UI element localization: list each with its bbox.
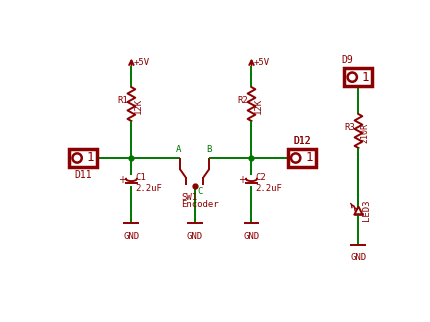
- Text: 12K: 12K: [133, 98, 142, 114]
- Text: GND: GND: [350, 253, 366, 262]
- Text: 1: 1: [361, 71, 369, 84]
- Text: D9: D9: [341, 55, 352, 65]
- Text: B: B: [206, 145, 211, 154]
- Bar: [287, 149, 315, 167]
- Text: 1: 1: [304, 151, 312, 165]
- Text: A: A: [175, 145, 181, 154]
- Text: D12: D12: [292, 136, 310, 146]
- Text: +5V: +5V: [133, 58, 150, 67]
- Text: GND: GND: [123, 232, 139, 241]
- Text: +: +: [238, 175, 246, 185]
- Text: C1: C1: [135, 173, 146, 182]
- Bar: [344, 68, 372, 86]
- Text: R3: R3: [344, 123, 354, 132]
- Text: GND: GND: [243, 232, 259, 241]
- Text: SW1: SW1: [181, 193, 197, 202]
- Text: C2: C2: [255, 173, 265, 182]
- Text: C: C: [197, 187, 202, 196]
- Text: R1: R1: [117, 96, 128, 105]
- Text: 12K: 12K: [253, 98, 262, 114]
- Text: +5V: +5V: [253, 58, 269, 67]
- Text: Encoder: Encoder: [181, 200, 218, 209]
- Text: LED3: LED3: [362, 200, 371, 221]
- Text: 2.2uF: 2.2uF: [135, 184, 162, 193]
- Text: D12: D12: [292, 137, 310, 147]
- Text: GND: GND: [187, 232, 203, 241]
- Bar: [69, 149, 97, 167]
- Text: 2.2uF: 2.2uF: [255, 184, 282, 193]
- Text: 1: 1: [86, 151, 94, 165]
- Polygon shape: [354, 206, 362, 214]
- Text: +: +: [118, 175, 126, 185]
- Text: D11: D11: [74, 170, 92, 180]
- Text: R2: R2: [237, 96, 248, 105]
- Text: 210R: 210R: [360, 123, 369, 143]
